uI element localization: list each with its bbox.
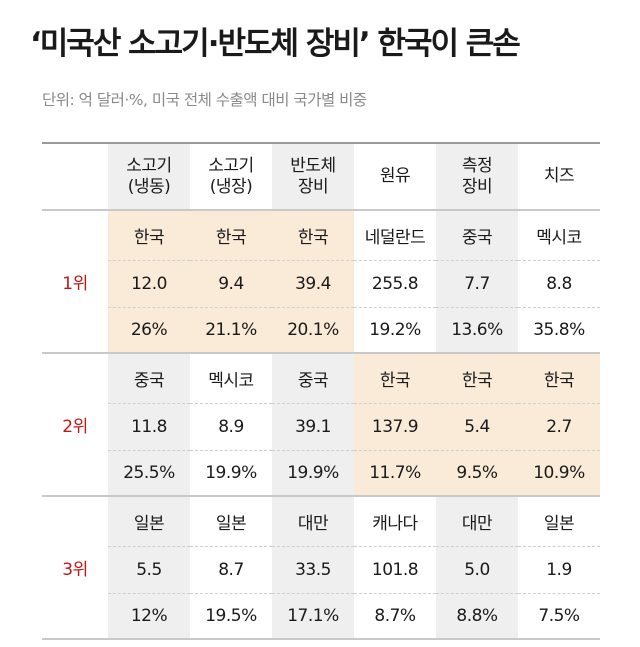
table-row: 11.8 8.9 39.1 137.9 5.4 2.7 — [42, 403, 600, 451]
country-cell: 한국 — [354, 352, 436, 404]
table-row: 1위 한국 한국 한국 네덜란드 중국 멕시코 — [42, 209, 600, 353]
share-cell: 7.5% — [518, 593, 600, 640]
share-cell: 11.7% — [354, 450, 436, 496]
amount-cell: 137.9 — [354, 403, 436, 451]
country-cell: 중국 — [108, 352, 190, 404]
country-cell: 일본 — [108, 495, 190, 547]
country-cell: 한국 — [436, 352, 518, 404]
table-row: 5.5 8.7 33.5 101.8 5.0 1.9 — [42, 546, 600, 594]
amount-cell: 5.4 — [436, 403, 518, 451]
column-header: 측정 장비 — [436, 142, 518, 210]
country-cell: 대만 — [436, 495, 518, 547]
share-cell: 9.5% — [436, 450, 518, 496]
amount-cell: 101.8 — [354, 546, 436, 594]
country-cell: 대만 — [272, 495, 354, 547]
share-cell: 35.8% — [518, 307, 600, 353]
table-row: 26% 21.1% 20.1% 19.2% 13.6% 35.8% — [42, 307, 600, 353]
amount-cell: 8.9 — [190, 403, 272, 451]
column-header: 소고기 (냉장) — [190, 142, 272, 210]
table-row: 25.5% 19.9% 19.9% 11.7% 9.5% 10.9% — [42, 450, 600, 496]
rank-label: 3위 — [42, 495, 108, 640]
amount-cell: 5.0 — [436, 546, 518, 594]
column-header: 원유 — [354, 142, 436, 210]
country-cell: 중국 — [436, 209, 518, 261]
share-cell: 17.1% — [272, 593, 354, 640]
share-cell: 8.7% — [354, 593, 436, 640]
column-header: 치즈 — [518, 142, 600, 210]
share-cell: 19.9% — [190, 450, 272, 496]
amount-cell: 9.4 — [190, 260, 272, 308]
rank-header — [42, 142, 108, 210]
table-row: 2위 중국 멕시코 중국 한국 한국 한국 — [42, 352, 600, 496]
country-cell: 멕시코 — [190, 352, 272, 404]
amount-cell: 1.9 — [518, 546, 600, 594]
share-cell: 10.9% — [518, 450, 600, 496]
amount-cell: 255.8 — [354, 260, 436, 308]
country-cell: 일본 — [518, 495, 600, 547]
country-cell: 멕시코 — [518, 209, 600, 261]
column-header: 반도체 장비 — [272, 142, 354, 210]
amount-cell: 33.5 — [272, 546, 354, 594]
share-cell: 20.1% — [272, 307, 354, 353]
amount-cell: 2.7 — [518, 403, 600, 451]
export-ranking-table: 소고기 (냉동) 소고기 (냉장) 반도체 장비 원유 측정 장비 치즈 1위 한국 한국 한국 네덜란드… — [42, 142, 600, 640]
country-cell: 한국 — [190, 209, 272, 261]
country-cell: 캐나다 — [354, 495, 436, 547]
table-row: 12.0 9.4 39.4 255.8 7.7 8.8 — [42, 260, 600, 308]
rank-label: 2위 — [42, 352, 108, 496]
share-cell: 19.5% — [190, 593, 272, 640]
share-cell: 21.1% — [190, 307, 272, 353]
table-row: 12% 19.5% 17.1% 8.7% 8.8% 7.5% — [42, 593, 600, 640]
country-cell: 한국 — [518, 352, 600, 404]
country-cell: 한국 — [108, 209, 190, 261]
table-row: 3위 일본 일본 대만 캐나다 대만 일본 — [42, 495, 600, 640]
column-header-row: 소고기 (냉동) 소고기 (냉장) 반도체 장비 원유 측정 장비 치즈 — [42, 142, 600, 210]
share-cell: 13.6% — [436, 307, 518, 353]
amount-cell: 5.5 — [108, 546, 190, 594]
column-header: 소고기 (냉동) — [108, 142, 190, 210]
amount-cell: 8.8 — [518, 260, 600, 308]
country-cell: 네덜란드 — [354, 209, 436, 261]
country-cell: 중국 — [272, 352, 354, 404]
share-cell: 26% — [108, 307, 190, 353]
share-cell: 12% — [108, 593, 190, 640]
share-cell: 8.8% — [436, 593, 518, 640]
share-cell: 19.2% — [354, 307, 436, 353]
amount-cell: 7.7 — [436, 260, 518, 308]
share-cell: 19.9% — [272, 450, 354, 496]
country-cell: 일본 — [190, 495, 272, 547]
share-cell: 25.5% — [108, 450, 190, 496]
amount-cell: 39.4 — [272, 260, 354, 308]
unit-note: 단위: 억 달러·%, 미국 전체 수출액 대비 국가별 비중 — [42, 91, 367, 109]
amount-cell: 39.1 — [272, 403, 354, 451]
page-title: ‘미국산 소고기·반도체 장비’ 한국이 큰손 — [30, 26, 521, 62]
rank-label: 1위 — [42, 209, 108, 353]
amount-cell: 11.8 — [108, 403, 190, 451]
amount-cell: 12.0 — [108, 260, 190, 308]
country-cell: 한국 — [272, 209, 354, 261]
amount-cell: 8.7 — [190, 546, 272, 594]
